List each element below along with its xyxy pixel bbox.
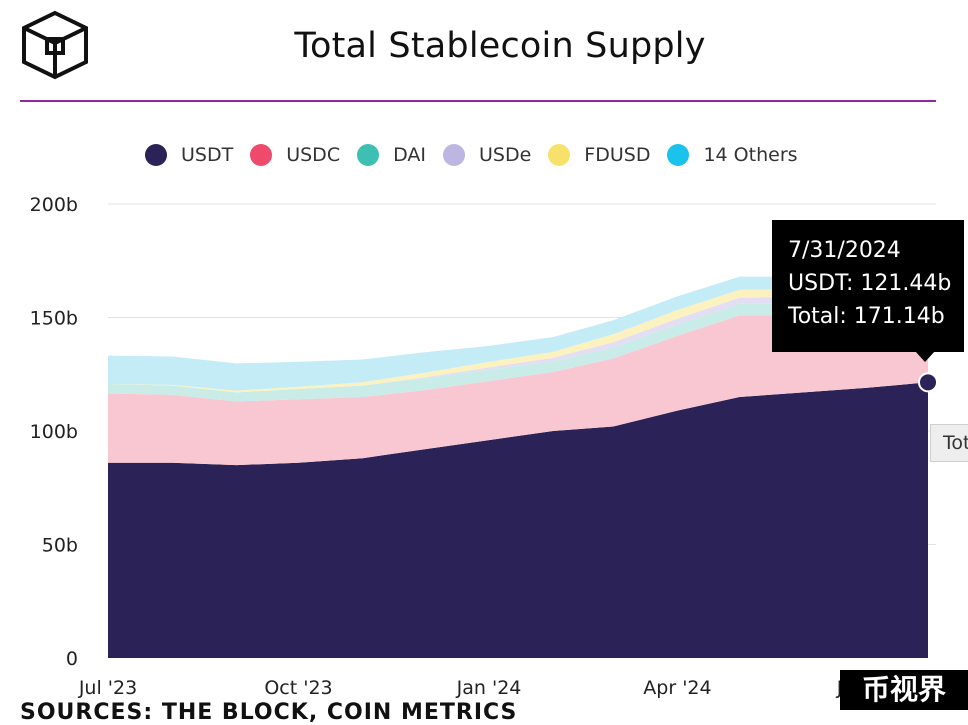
x-tick-label: Oct '23 <box>264 677 332 699</box>
area-usdt <box>108 382 928 658</box>
x-tick-label: Apr '24 <box>643 677 711 699</box>
legend-label-dai: DAI <box>393 144 426 166</box>
y-tick-label: 0 <box>66 648 78 670</box>
legend-swatch-usdc <box>250 144 273 166</box>
legend-label-usde: USDe <box>479 144 532 166</box>
legend-item-dai[interactable]: DAI <box>357 144 426 166</box>
hover-point-marker <box>918 372 938 393</box>
title-divider <box>20 100 936 102</box>
legend-item-usdt[interactable]: USDT <box>145 144 233 166</box>
secondary-tooltip: Tot <box>930 424 968 462</box>
tooltip-pointer <box>915 351 935 362</box>
the-block-logo <box>22 10 88 80</box>
chart-legend: USDT USDC DAI USDe FDUSD 14 Others <box>145 144 815 166</box>
legend-swatch-fdusd <box>548 144 571 166</box>
y-tick-label: 150b <box>30 308 78 330</box>
tooltip-total-value: Total: 171.14b <box>788 304 945 329</box>
y-tick-label: 100b <box>30 421 78 443</box>
legend-label-fdusd: FDUSD <box>584 144 651 166</box>
legend-item-usdc[interactable]: USDC <box>250 144 340 166</box>
x-tick-label: Jan '24 <box>456 677 522 699</box>
legend-swatch-dai <box>357 144 380 166</box>
legend-item-fdusd[interactable]: FDUSD <box>548 144 650 166</box>
legend-label-usdt: USDT <box>181 144 234 166</box>
chart-title: Total Stablecoin Supply <box>294 26 706 66</box>
tooltip-date: 7/31/2024 <box>788 238 901 263</box>
watermark: 币视界 <box>840 670 968 710</box>
tooltip-usdt-value: USDT: 121.44b <box>788 271 952 296</box>
y-tick-label: 50b <box>42 535 78 557</box>
legend-swatch-others <box>667 144 690 166</box>
sources-caption: SOURCES: THE BLOCK, COIN METRICS <box>20 700 518 725</box>
legend-swatch-usde <box>443 144 465 166</box>
legend-label-usdc: USDC <box>286 144 341 166</box>
legend-label-others: 14 Others <box>703 144 798 166</box>
x-tick-label: Jul '23 <box>78 677 137 699</box>
legend-item-others[interactable]: 14 Others <box>667 144 798 166</box>
chart-tooltip: 7/31/2024 USDT: 121.44b Total: 171.14b <box>772 220 964 352</box>
area-usdc <box>108 306 928 466</box>
y-tick-label: 200b <box>30 194 78 216</box>
stacked-area-chart: 0 50b 100b 150b 200b Jul '23 Oct '23 Jan '24 Ap… <box>30 194 938 699</box>
legend-swatch-usdt <box>145 144 167 166</box>
legend-item-usde[interactable]: USDe <box>443 144 531 166</box>
